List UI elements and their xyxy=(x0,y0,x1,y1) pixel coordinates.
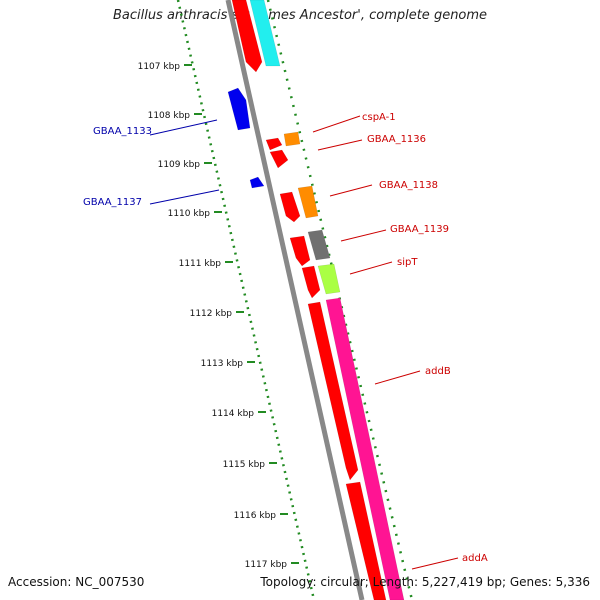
tick-label: 1115 kbp xyxy=(223,460,266,470)
cds-feature xyxy=(283,131,301,147)
gene-label: GBAA_1136 xyxy=(367,134,426,145)
accession-label: Accession: NC_007530 xyxy=(8,575,145,589)
tick-label: 1114 kbp xyxy=(212,409,255,419)
cds-feature xyxy=(325,297,405,600)
cds-feature xyxy=(265,137,283,151)
callout-line xyxy=(329,184,373,197)
tick-label: 1107 kbp xyxy=(138,62,181,72)
tick-label: 1113 kbp xyxy=(201,359,244,369)
cds-feature xyxy=(269,149,289,169)
cds-feature xyxy=(307,301,359,481)
cds-feature xyxy=(345,481,387,600)
gene-label: GBAA_1138 xyxy=(379,180,438,191)
tick-label: 1108 kbp xyxy=(148,111,191,121)
cds-feature xyxy=(227,87,251,131)
callout-line xyxy=(340,229,387,242)
tick-label: 1117 kbp xyxy=(245,560,288,570)
cds-feature xyxy=(249,176,265,189)
callout-line xyxy=(349,261,393,275)
callout-line xyxy=(149,119,218,136)
cds-feature xyxy=(301,265,321,299)
gene-label: GBAA_1137 xyxy=(83,197,142,208)
track-guide-dots xyxy=(266,0,414,600)
tick-label: 1109 kbp xyxy=(158,160,201,170)
callout-line xyxy=(149,189,220,205)
gene-label: addB xyxy=(425,366,451,377)
cds-feature xyxy=(307,229,331,261)
cds-feature xyxy=(317,263,341,295)
gene-label: sipT xyxy=(397,257,418,268)
callout-line xyxy=(317,139,363,151)
genome-stats-label: Topology: circular; Length: 5,227,419 bp… xyxy=(260,575,590,589)
tick-label: 1111 kbp xyxy=(179,259,222,269)
genome-backbone xyxy=(225,0,365,600)
callout-line xyxy=(411,557,459,570)
cds-feature xyxy=(297,185,319,219)
gene-label: addA xyxy=(462,553,488,564)
cds-feature xyxy=(249,0,281,67)
callout-line xyxy=(312,115,361,133)
gene-label: GBAA_1133 xyxy=(93,126,152,137)
gene-label: cspA-1 xyxy=(362,112,396,123)
tick-label: 1116 kbp xyxy=(234,511,277,521)
tick-axis xyxy=(176,0,316,600)
cds-feature xyxy=(231,0,263,73)
gene-label: GBAA_1139 xyxy=(390,224,449,235)
genome-title: Bacillus anthracis str. 'Ames Ancestor',… xyxy=(112,8,488,23)
callout-line xyxy=(374,370,421,385)
cds-feature xyxy=(289,235,311,267)
cds-feature xyxy=(279,191,301,223)
tick-label: 1110 kbp xyxy=(168,209,211,219)
tick-label: 1112 kbp xyxy=(190,309,233,319)
